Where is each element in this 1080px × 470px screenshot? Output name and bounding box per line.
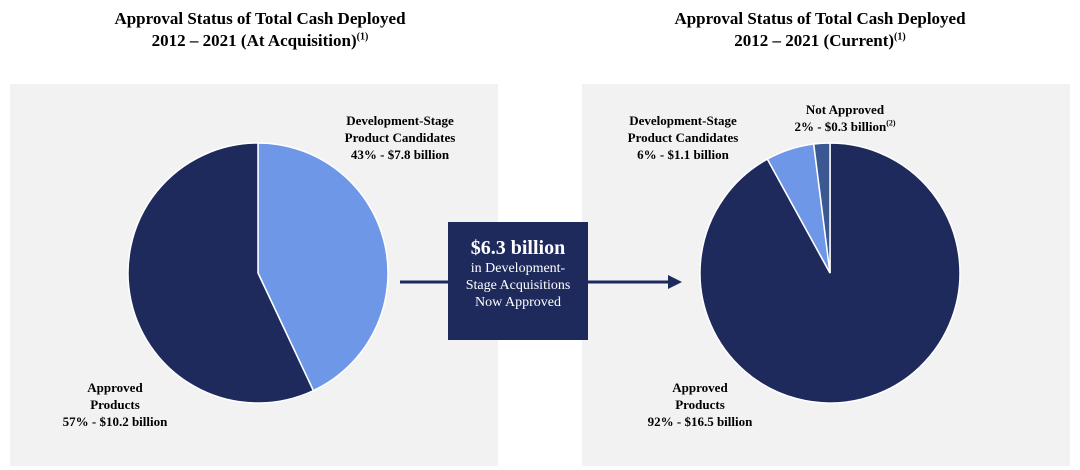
left-chart-title: Approval Status of Total Cash Deployed 2… xyxy=(0,8,520,52)
left-title-line2: 2012 – 2021 (At Acquisition)(1) xyxy=(151,31,369,50)
left-title-line1: Approval Status of Total Cash Deployed xyxy=(114,9,406,28)
not-approved-footnote: (2) xyxy=(886,118,896,128)
callout-line2: Stage Acquisitions xyxy=(465,278,571,293)
label-left-development: Development-Stage Product Candidates 43%… xyxy=(344,113,456,162)
right-chart-title: Approval Status of Total Cash Deployed 2… xyxy=(560,8,1080,52)
label-right-approved: Approved Products 92% - $16.5 billion xyxy=(647,380,753,429)
acquisition-slice-development xyxy=(257,142,389,392)
right-title-footnote: (1) xyxy=(894,31,906,43)
label-left-approved: Approved Products 57% - $10.2 billion xyxy=(62,380,168,429)
label-right-development: Development-Stage Product Candidates 6% … xyxy=(627,113,739,162)
right-title-line2: 2012 – 2021 (Current)(1) xyxy=(734,31,906,50)
callout-line3: Now Approved xyxy=(475,295,561,310)
callout-headline: $6.3 billion xyxy=(470,237,566,259)
label-right-not-approved: Not Approved 2% - $0.3 billion(2) xyxy=(794,102,896,134)
current-slice-approved xyxy=(699,142,961,404)
right-title-line1: Approval Status of Total Cash Deployed xyxy=(674,9,966,28)
current-slice-not_approved xyxy=(812,142,831,274)
callout-line1: in Development- xyxy=(470,261,566,276)
left-title-footnote: (1) xyxy=(356,31,369,43)
pie-chart-at-acquisition xyxy=(127,142,389,404)
arrow-head-icon xyxy=(668,275,682,289)
callout-box: $6.3 billion in Development- Stage Acqui… xyxy=(448,222,588,340)
acquisition-slice-approved xyxy=(127,142,315,404)
pie-chart-current xyxy=(699,142,961,404)
